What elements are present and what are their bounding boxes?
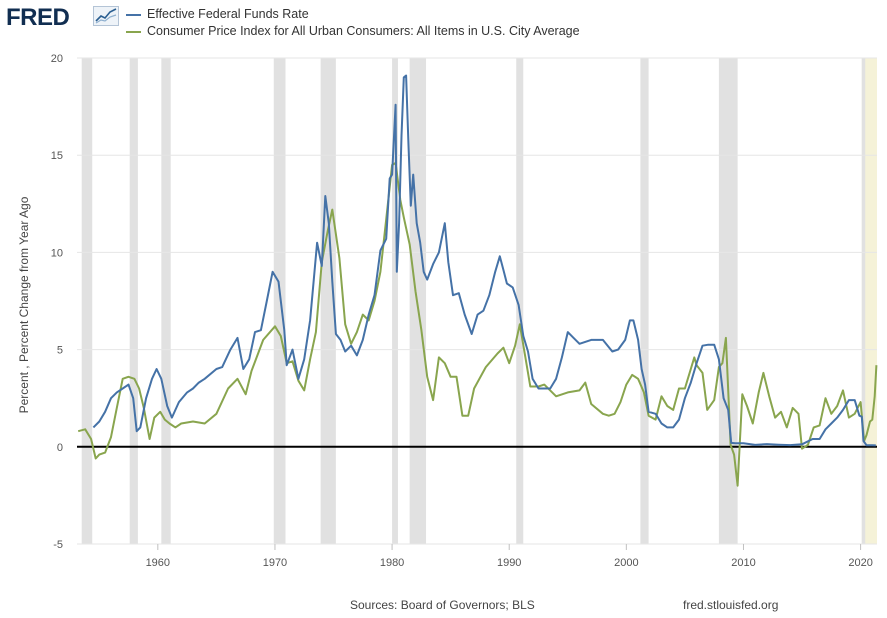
x-tick-label: 2000: [614, 557, 638, 569]
legend-swatch-fedfunds: [126, 13, 141, 16]
x-tick-label: 1970: [263, 557, 287, 569]
footer-url[interactable]: fred.stlouisfed.org: [683, 598, 779, 612]
recession-band: [320, 58, 336, 544]
recession-band: [129, 58, 138, 544]
recession-shading: [81, 58, 877, 544]
fred-logo[interactable]: FRED: [6, 4, 70, 31]
header: FRED Effective Federal Funds Rate Consum…: [0, 0, 887, 48]
series-line-cpi: [77, 162, 878, 487]
x-axis-ticks: 1960 1970 1980 1990 2000 2010 2020: [146, 544, 873, 569]
recession-band: [81, 58, 93, 544]
x-tick-label: 2020: [848, 557, 872, 569]
y-tick-label: 10: [51, 247, 63, 259]
x-tick-label: 2010: [731, 557, 755, 569]
y-tick-label: 5: [57, 345, 63, 357]
gridlines: [77, 57, 877, 545]
recession-band: [516, 58, 524, 544]
legend-label-fedfunds: Effective Federal Funds Rate: [147, 7, 309, 21]
y-axis-ticks: -5 0 5 10 15 20: [51, 53, 63, 551]
y-axis-label: Percent , Percent Change from Year Ago: [17, 196, 31, 413]
y-tick-label: 0: [57, 442, 63, 454]
legend-label-cpi: Consumer Price Index for All Urban Consu…: [147, 24, 580, 38]
x-tick-label: 1990: [497, 557, 521, 569]
recession-band: [273, 58, 286, 544]
legend: Effective Federal Funds Rate Consumer Pr…: [126, 6, 580, 40]
x-tick-label: 1960: [146, 557, 170, 569]
legend-item-cpi[interactable]: Consumer Price Index for All Urban Consu…: [126, 23, 580, 40]
recession-band: [718, 58, 738, 544]
current-period-shading: [861, 58, 877, 544]
legend-swatch-cpi: [126, 30, 141, 33]
recession-band: [392, 58, 398, 544]
recession-band: [161, 58, 171, 544]
series-lines: [77, 74, 878, 487]
recession-band: [640, 58, 649, 544]
x-tick-label: 1980: [380, 557, 404, 569]
y-tick-label: -5: [53, 539, 63, 551]
recession-band: [861, 58, 866, 544]
footer-sources: Sources: Board of Governors; BLS: [350, 598, 535, 612]
chart-line-icon: [93, 6, 119, 26]
y-tick-label: 20: [51, 53, 63, 65]
legend-item-fedfunds[interactable]: Effective Federal Funds Rate: [126, 6, 580, 23]
series-line-fedfunds: [92, 74, 876, 447]
y-tick-label: 15: [51, 150, 63, 162]
